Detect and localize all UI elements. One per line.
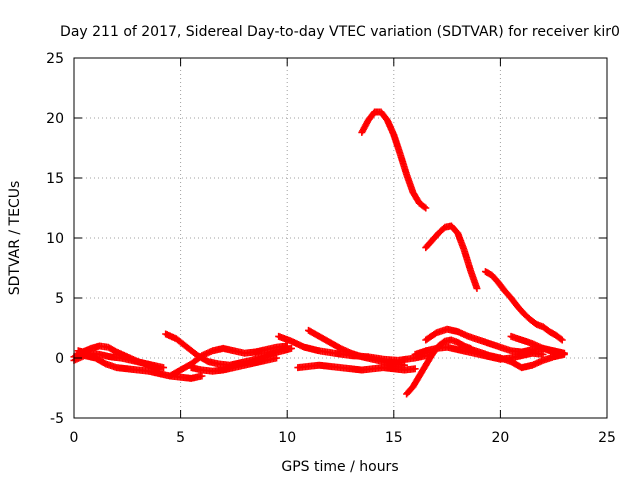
y-axis-label: SDTVAR / TECUs [7, 181, 23, 296]
data-series-arc-11 [422, 222, 481, 292]
data-point [557, 335, 565, 343]
data-series-arc-3 [74, 347, 168, 372]
chart-title: Day 211 of 2017, Sidereal Day-to-day VTE… [60, 24, 620, 40]
data-point [283, 342, 291, 350]
x-tick-label: 20 [491, 430, 509, 446]
y-tick-label: 10 [46, 231, 64, 247]
y-tick-label: 25 [46, 51, 64, 67]
y-tick-label: 5 [55, 291, 64, 307]
x-tick-label: 10 [278, 430, 296, 446]
data-series-arc-16 [464, 344, 568, 372]
x-tick-label: 5 [176, 430, 185, 446]
data-series-arc-9 [294, 361, 419, 374]
data-point [411, 365, 419, 373]
x-tick-label: 15 [385, 430, 403, 446]
x-axis-label: GPS time / hours [281, 459, 398, 475]
data-point [539, 350, 547, 358]
data-point [558, 336, 566, 344]
data-point [160, 364, 168, 372]
data-point [198, 372, 206, 380]
data-series-arc-10 [358, 108, 430, 212]
y-tick-label: 20 [46, 111, 64, 127]
data-series-arc-12 [481, 268, 566, 344]
y-tick-label: 0 [55, 351, 64, 367]
data-point [273, 354, 281, 362]
data-point [558, 349, 566, 357]
data-point [421, 203, 429, 211]
x-tick-label: 0 [70, 430, 79, 446]
y-tick-label: 15 [46, 171, 64, 187]
y-tick-label: -5 [50, 411, 64, 427]
data-point [422, 204, 430, 212]
data-series-arc-17 [507, 332, 566, 357]
data-layer [70, 108, 568, 398]
data-series-arc-6 [187, 354, 281, 375]
data-point [473, 284, 481, 292]
data-point [287, 344, 295, 352]
x-tick-label: 25 [598, 430, 616, 446]
tick-layer: 0 5 10 15 20 25 -5 0 5 10 15 20 25 [46, 51, 616, 446]
data-series-arc-5 [166, 342, 291, 380]
